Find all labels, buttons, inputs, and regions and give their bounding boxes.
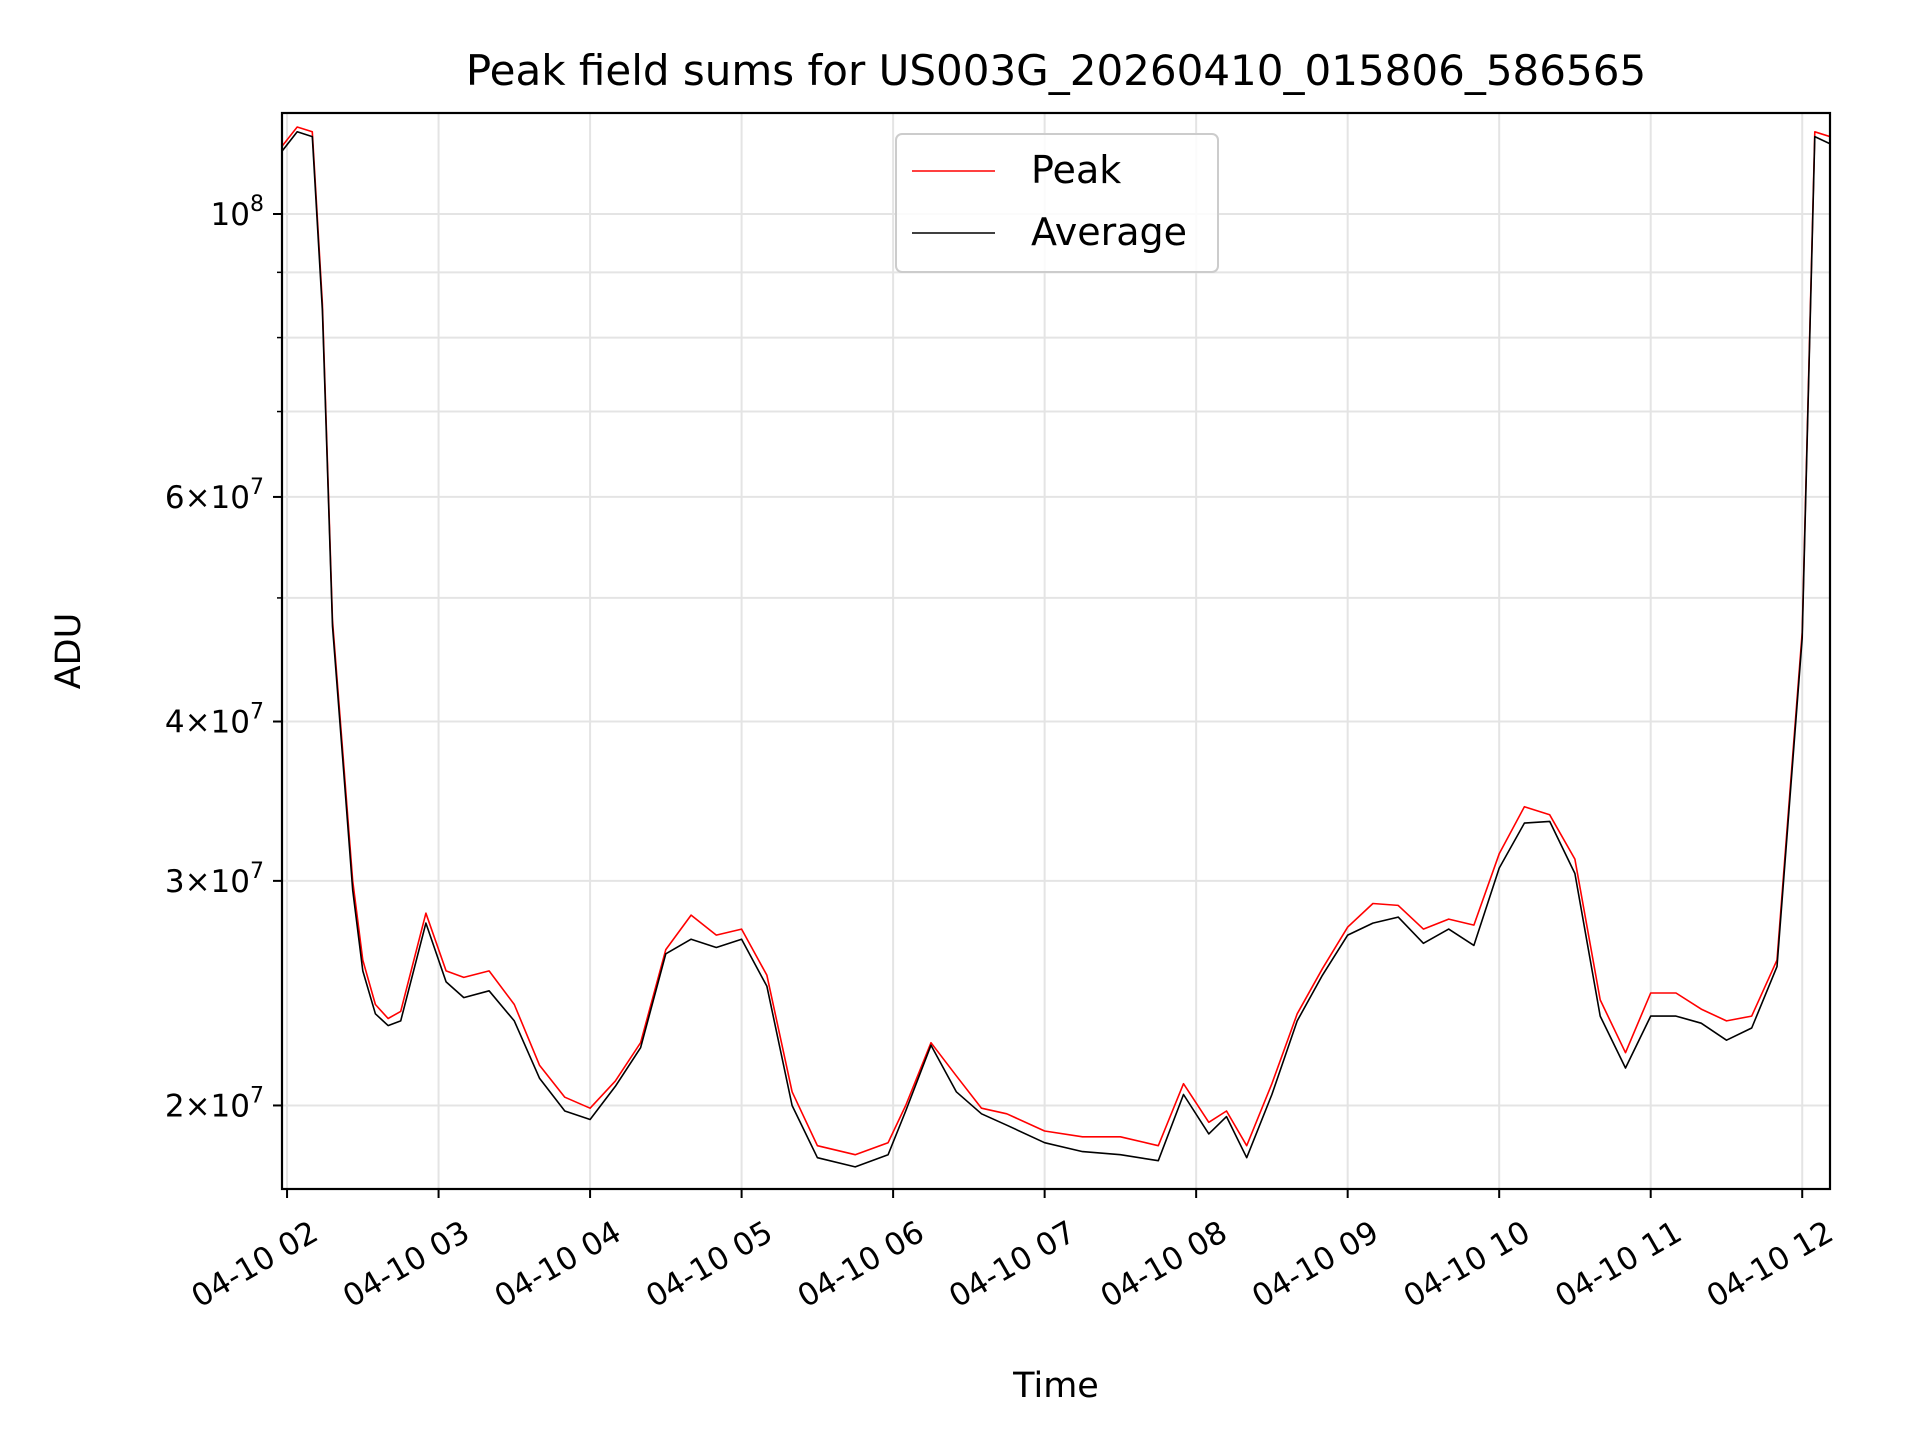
- series-line-average: [282, 131, 1830, 1168]
- legend-box: [895, 133, 1219, 273]
- y-tick-label: 2×107: [165, 1083, 264, 1124]
- legend-label-peak: Peak: [1031, 148, 1121, 192]
- grid: [282, 113, 1830, 1189]
- y-axis-ticks: 108 6×107 4×107 3×107 2×107: [165, 192, 282, 1124]
- series-line-peak: [282, 126, 1830, 1156]
- plot-frame: [280, 111, 1832, 1191]
- plot-area-lines: [282, 126, 1830, 1168]
- chart-title: Peak field sums for US003G_20260410_0158…: [466, 46, 1646, 95]
- legend: Peak Average: [895, 133, 1219, 273]
- y-tick-label: 6×107: [165, 475, 264, 516]
- x-axis-label: Time: [1012, 1366, 1099, 1406]
- legend-label-average: Average: [1031, 210, 1187, 254]
- y-tick-label: 4×107: [165, 700, 264, 741]
- y-tick-label: 3×107: [165, 859, 264, 900]
- y-tick-label: 108: [211, 192, 264, 233]
- y-axis-label: ADU: [49, 613, 89, 690]
